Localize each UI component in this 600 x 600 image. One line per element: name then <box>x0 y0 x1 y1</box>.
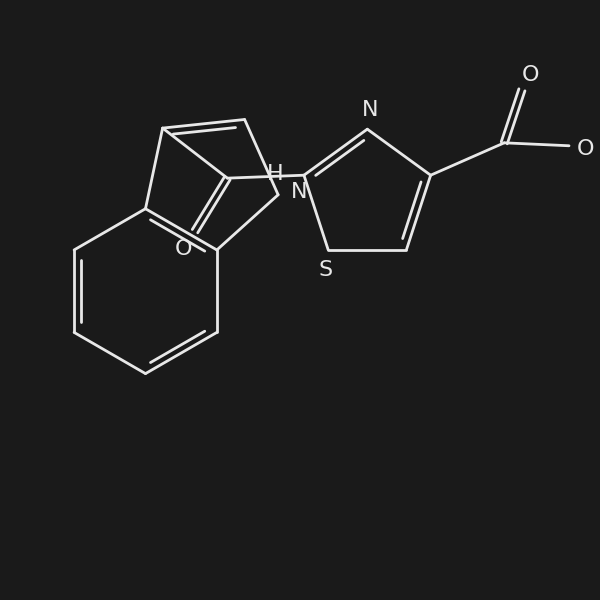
Text: S: S <box>318 260 332 280</box>
Text: N: N <box>290 182 307 202</box>
Text: H: H <box>267 164 284 184</box>
Text: O: O <box>577 139 594 159</box>
Text: O: O <box>522 65 539 85</box>
Text: O: O <box>175 239 192 259</box>
Text: N: N <box>362 100 379 121</box>
